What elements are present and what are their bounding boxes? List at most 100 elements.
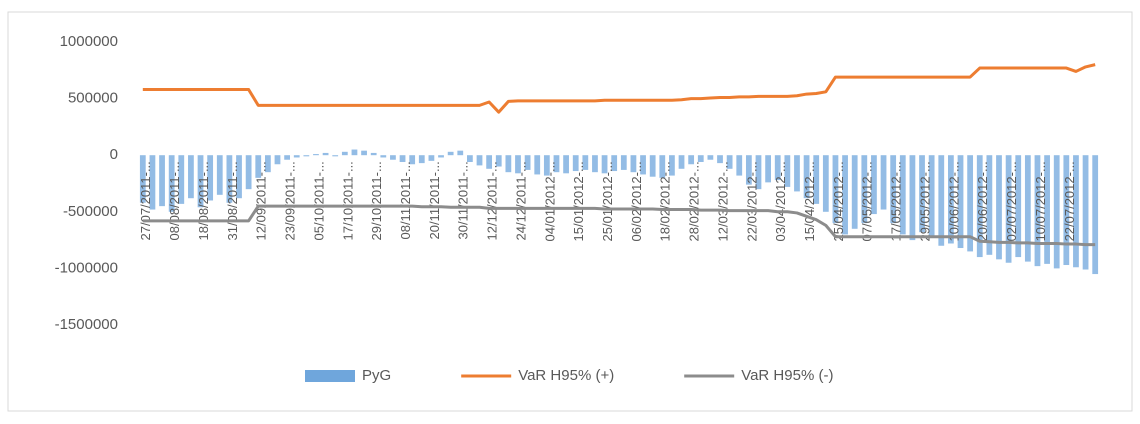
bar	[996, 155, 1002, 260]
x-tick-label: 12/12/2011-...	[485, 161, 500, 240]
bar	[245, 155, 252, 190]
bar	[380, 155, 387, 158]
bar	[601, 155, 608, 174]
bar	[370, 152, 377, 156]
bar	[620, 155, 627, 170]
bar	[822, 155, 829, 212]
x-tick-label: 15/04/2012-...	[802, 161, 817, 241]
bar	[688, 155, 695, 165]
bar	[1024, 155, 1031, 262]
bar	[1082, 155, 1089, 270]
bar	[255, 155, 262, 178]
bar	[813, 155, 820, 204]
x-tick-label: 03/04/2012-...	[773, 161, 788, 241]
legend-swatch	[305, 370, 355, 382]
bar	[1073, 155, 1079, 268]
bar	[226, 155, 233, 203]
x-tick-label: 20/11/2011-...	[427, 161, 442, 239]
line	[142, 204, 1096, 247]
bar	[524, 155, 531, 170]
bar	[649, 155, 656, 177]
bar	[197, 155, 204, 208]
legend-label: VaR H95% (-)	[741, 367, 833, 384]
bar	[1092, 155, 1099, 275]
bar	[842, 155, 848, 235]
x-tick-label: 23/09/2011-...	[283, 161, 298, 240]
x-tick-label: 29/05/2012-...	[917, 161, 932, 241]
y-tick-label: -500000	[63, 203, 118, 220]
bar	[409, 155, 416, 165]
bar	[1005, 155, 1012, 263]
bar	[1063, 155, 1070, 266]
bar	[486, 155, 493, 169]
bar	[457, 150, 464, 156]
x-tick-label: 07/05/2012-...	[860, 161, 875, 241]
bar	[168, 155, 175, 212]
bar	[1015, 155, 1022, 258]
bar	[890, 155, 897, 224]
bar	[418, 155, 425, 164]
bar	[976, 155, 983, 258]
bar	[303, 155, 310, 157]
bar	[986, 155, 993, 255]
y-tick-label: 500000	[68, 90, 118, 107]
bar	[515, 155, 521, 174]
bar	[341, 151, 348, 156]
x-tick-label: 18/08/2011-...	[196, 161, 211, 240]
bar	[832, 155, 839, 224]
y-tick-label: -1500000	[55, 316, 118, 333]
bar	[726, 155, 733, 169]
bar	[428, 155, 435, 161]
x-tick-label: 24/12/2011-...	[513, 161, 528, 240]
bar	[851, 155, 858, 229]
bar	[332, 155, 339, 157]
bar	[447, 151, 454, 156]
bar	[495, 155, 502, 167]
y-tick-label: -1000000	[55, 259, 118, 276]
x-tick-label: 30/11/2011-...	[456, 161, 471, 239]
bar	[736, 155, 743, 176]
x-tick-label: 10/06/2012-...	[946, 161, 961, 241]
bar	[274, 155, 281, 165]
bar	[803, 155, 810, 199]
bar	[505, 155, 512, 173]
legend-label: PyG	[362, 367, 391, 384]
bar	[534, 155, 541, 175]
bar	[351, 149, 358, 156]
x-tick-label: 05/10/2011-...	[311, 161, 326, 240]
y-tick-label: 1000000	[60, 33, 118, 50]
bar	[313, 154, 319, 156]
x-tick-label: 29/10/2011-...	[369, 161, 384, 240]
x-tick-label: 27/07/2011-...	[138, 161, 153, 240]
x-tick-label: 22/03/2012-...	[744, 161, 759, 241]
bar	[659, 155, 666, 178]
x-tick-label: 18/02/2012-...	[658, 161, 673, 241]
x-tick-label: 12/09/2011-...	[254, 161, 269, 240]
bar	[264, 155, 271, 173]
bar	[880, 155, 887, 210]
bar	[216, 155, 223, 195]
x-tick-label: 20/06/2012-...	[975, 161, 990, 241]
bar	[399, 155, 406, 162]
x-tick-label: 25/01/2012-...	[600, 161, 615, 241]
bar	[592, 155, 598, 173]
bar	[236, 155, 242, 199]
y-tick-label: 0	[110, 146, 118, 163]
x-tick-label: 15/01/2012-...	[571, 161, 586, 241]
bar	[361, 150, 367, 156]
bar	[871, 155, 877, 215]
line	[142, 63, 1096, 114]
x-tick-label: 08/11/2011-...	[398, 161, 413, 239]
bar	[678, 155, 685, 169]
bar	[553, 155, 560, 173]
bar	[188, 155, 194, 199]
bar	[543, 155, 550, 176]
x-tick-label: 02/07/2012-...	[1004, 161, 1019, 241]
x-tick-label: 17/10/2011-...	[340, 161, 355, 240]
bar	[630, 155, 637, 173]
bar	[967, 155, 974, 252]
bar	[919, 155, 925, 233]
x-tick-label: 22/07/2012-...	[1062, 161, 1077, 241]
bar	[293, 155, 300, 158]
bar	[1034, 155, 1041, 267]
